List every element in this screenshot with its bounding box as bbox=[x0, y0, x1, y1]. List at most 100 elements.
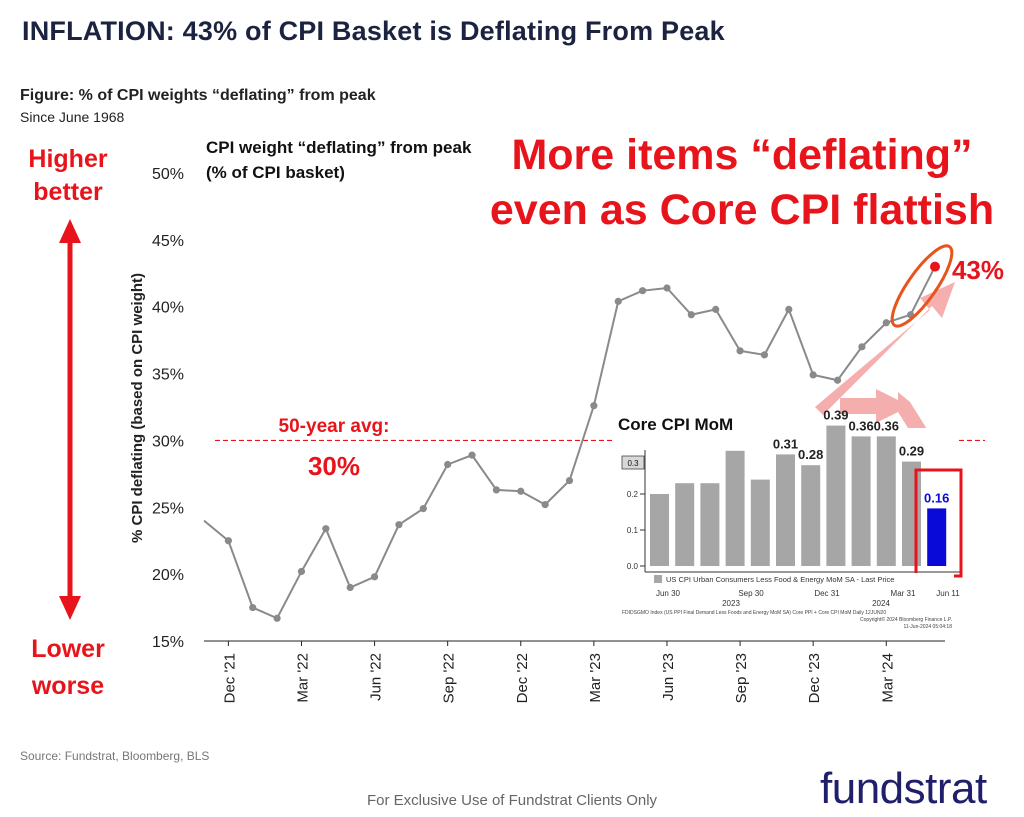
x-tick-label: Sep '22 bbox=[441, 653, 458, 703]
inset-legend: US CPI Urban Consumers Less Food & Energ… bbox=[666, 575, 894, 584]
data-point bbox=[370, 573, 379, 581]
inset-bar bbox=[700, 483, 720, 566]
fundstrat-logo: fundstrat bbox=[820, 764, 987, 813]
higher-label-line-2: better bbox=[33, 178, 103, 206]
deflating-share-points bbox=[224, 284, 915, 622]
x-tick-label: Mar '23 bbox=[587, 653, 604, 703]
data-point bbox=[687, 311, 695, 319]
y-tick-label: 20% bbox=[152, 567, 184, 584]
inset-legend-swatch bbox=[654, 575, 662, 583]
higher-label-line-1: Higher bbox=[28, 145, 108, 173]
chart-title-line-1: CPI weight “deflating” from peak bbox=[206, 138, 472, 157]
y-tick-labels: 15% 20% 25% 30% 35% 40% 45% 50% bbox=[152, 166, 184, 651]
inset-y-tick-label: 0.1 bbox=[627, 526, 639, 535]
inset-bar-label: 0.16 bbox=[924, 490, 949, 505]
x-tick-label: Jun '23 bbox=[660, 653, 677, 701]
inset-bar bbox=[927, 508, 947, 566]
data-point bbox=[419, 505, 427, 513]
inset-bar bbox=[650, 494, 669, 566]
data-point bbox=[614, 297, 622, 305]
pink-arrow-right bbox=[840, 389, 910, 423]
callout-line-2: even as Core CPI flattish bbox=[489, 186, 995, 234]
lower-label-line-2: worse bbox=[31, 672, 105, 700]
lower-label-line-1: Lower bbox=[31, 635, 105, 663]
inset-bar-label: 0.31 bbox=[773, 436, 798, 451]
chart-title-line-2: (% of CPI basket) bbox=[206, 163, 345, 182]
data-point bbox=[273, 614, 281, 622]
y-tick-label: 30% bbox=[152, 433, 184, 450]
figure-subtitle: Since June 1968 bbox=[20, 109, 125, 125]
data-point bbox=[809, 371, 817, 379]
inset-bar-label-bg bbox=[924, 489, 952, 506]
footer-disclaimer: For Exclusive Use of Fundstrat Clients O… bbox=[366, 792, 658, 809]
latest-value-label: 43% bbox=[952, 255, 1004, 285]
x-tick-label: Sep '23 bbox=[733, 653, 750, 703]
inset-x-tick-label: Sep 30 bbox=[738, 589, 764, 598]
pink-arrow-up bbox=[815, 282, 955, 415]
x-tick-label: Mar '24 bbox=[879, 653, 896, 703]
latest-point bbox=[930, 261, 940, 272]
inset-x-tick-label: Dec 31 bbox=[814, 589, 840, 598]
inset-bar bbox=[826, 425, 846, 566]
x-tick-label: Dec '22 bbox=[514, 653, 531, 703]
higher-lower-arrow bbox=[59, 219, 81, 620]
data-point bbox=[565, 476, 574, 485]
source-note: Source: Fundstrat, Bloomberg, BLS bbox=[20, 749, 210, 763]
data-point bbox=[224, 537, 232, 545]
inset-bar bbox=[902, 461, 921, 566]
inset-bar bbox=[801, 465, 821, 566]
data-point bbox=[346, 583, 354, 592]
inset-bars bbox=[650, 425, 947, 566]
inset-bar bbox=[725, 450, 745, 566]
inset-bar bbox=[851, 436, 871, 566]
figure-title: Figure: % of CPI weights “deflating” fro… bbox=[20, 87, 376, 104]
x-tick-label: Mar '22 bbox=[294, 653, 311, 703]
data-point bbox=[249, 603, 257, 612]
slide-title: INFLATION: 43% of CPI Basket is Deflatin… bbox=[22, 16, 725, 46]
inset-bar-label: 0.39 bbox=[823, 408, 848, 423]
inset-year-label: 2023 bbox=[722, 599, 740, 608]
data-point bbox=[858, 343, 866, 351]
y-tick-label: 25% bbox=[152, 500, 184, 517]
y-tick-label: 15% bbox=[152, 634, 184, 651]
data-point bbox=[760, 351, 769, 359]
callout-line-1: More items “deflating” bbox=[511, 131, 973, 179]
data-point bbox=[663, 284, 671, 292]
inset-legend-box bbox=[650, 573, 954, 585]
inset-y-tick-label: 0.2 bbox=[627, 490, 639, 499]
inset-bar-label: 0.29 bbox=[899, 444, 924, 459]
lower-worse-label: Lower worse bbox=[16, 631, 120, 705]
inset-year-label: 2024 bbox=[872, 599, 890, 608]
average-label: 50-year avg: bbox=[279, 416, 390, 437]
inset-bar-label: 0.36 bbox=[848, 418, 873, 433]
inset-y-marker-box bbox=[621, 455, 645, 470]
y-tick-label: 40% bbox=[152, 300, 184, 317]
data-point bbox=[468, 451, 476, 459]
chart-title: CPI weight “deflating” from peak (% of C… bbox=[206, 135, 471, 185]
inset-bar bbox=[675, 483, 695, 566]
y-tick-label: 50% bbox=[152, 166, 184, 183]
inset-bar bbox=[750, 479, 770, 566]
data-point bbox=[395, 521, 403, 529]
data-point bbox=[712, 305, 720, 313]
y-tick-label: 45% bbox=[152, 233, 184, 250]
inset-footnote-line-1: FDIDSGMO Index (US PPI Final Demand Less… bbox=[622, 610, 886, 616]
data-point bbox=[590, 402, 598, 410]
callout-text: More items “deflating” even as Core CPI … bbox=[462, 128, 1022, 238]
data-point bbox=[882, 319, 890, 327]
inset-x-tick-label: Jun 11 bbox=[936, 589, 960, 598]
data-point bbox=[517, 487, 525, 495]
recent-points-highlight bbox=[890, 244, 954, 328]
data-point bbox=[444, 460, 452, 469]
core-cpi-inset: Core CPI MoM 0.00.10.2 0.3 0.310.280.390… bbox=[614, 408, 963, 638]
x-tick-label: Dec '21 bbox=[221, 653, 238, 703]
data-point bbox=[833, 376, 842, 384]
inset-footnote-line-3: 11-Jun-2024 05:04:18 bbox=[903, 624, 952, 630]
inset-y-marker: 0.3 bbox=[627, 459, 639, 468]
data-point bbox=[297, 567, 306, 576]
inset-x-tick-label: Mar 31 bbox=[891, 589, 916, 598]
inset-y-ticks: 0.0 0.1 0.2 bbox=[627, 490, 645, 571]
data-point bbox=[541, 501, 549, 509]
inset-year-labels: 2023 2024 bbox=[722, 599, 890, 608]
